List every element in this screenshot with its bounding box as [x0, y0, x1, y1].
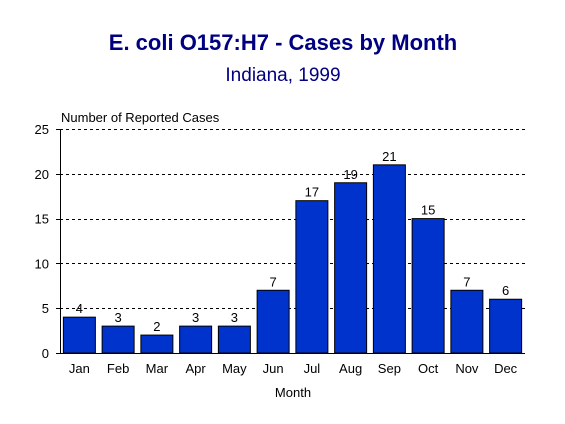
x-tick-may: May: [222, 361, 247, 376]
data-label-aug: 19: [343, 167, 357, 182]
data-label-dec: 6: [502, 283, 509, 298]
data-label-sep: 21: [382, 149, 396, 164]
x-tick-labels: Jan Feb Mar Apr May Jun Jul Aug Sep Oct Nov Dec: [69, 361, 518, 376]
data-label-oct: 15: [421, 203, 435, 218]
data-label-mar: 2: [153, 319, 160, 334]
chart-subtitle: Indiana, 1999: [225, 65, 340, 86]
data-label-may: 3: [231, 310, 238, 325]
y-tick-25: 25: [35, 122, 49, 137]
bar-feb: [101, 325, 135, 354]
y-tick-labels: 0 5 10 15 20 25: [35, 122, 49, 361]
bar-may: [217, 325, 251, 354]
y-tick-10: 10: [35, 256, 49, 271]
x-tick-apr: Apr: [186, 361, 207, 376]
x-tick-dec: Dec: [494, 361, 518, 376]
x-tick-nov: Nov: [455, 361, 479, 376]
bar-nov: [450, 289, 484, 354]
x-tick-aug: Aug: [339, 361, 362, 376]
x-axis-label: Month: [275, 385, 311, 400]
bar-jul: [295, 200, 329, 354]
bar-jan: [62, 316, 96, 354]
x-tick-sep: Sep: [378, 361, 401, 376]
bar-sep: [372, 164, 406, 354]
data-label-jan: 4: [76, 301, 83, 316]
data-labels: 4 3 2 3 3 7 17 19 21 15 7 6: [76, 149, 509, 334]
data-label-apr: 3: [192, 310, 199, 325]
x-tick-jul: Jul: [304, 361, 321, 376]
x-tick-mar: Mar: [146, 361, 169, 376]
y-tick-0: 0: [42, 346, 49, 361]
data-label-jun: 7: [270, 274, 277, 289]
bar-oct: [411, 218, 445, 354]
y-axis-label: Number of Reported Cases: [61, 110, 220, 125]
x-tick-oct: Oct: [418, 361, 439, 376]
y-tick-20: 20: [35, 167, 49, 182]
y-tick-15: 15: [35, 212, 49, 227]
axes: [56, 129, 525, 354]
chart-title: E. coli O157:H7 - Cases by Month: [109, 30, 457, 55]
x-tick-feb: Feb: [107, 361, 129, 376]
data-label-nov: 7: [463, 274, 470, 289]
data-label-feb: 3: [115, 310, 122, 325]
bar-apr: [179, 325, 213, 354]
bar-aug: [334, 182, 368, 354]
data-label-jul: 17: [305, 185, 319, 200]
bar-dec: [489, 298, 523, 354]
x-tick-jun: Jun: [263, 361, 284, 376]
bars: [62, 164, 523, 354]
bar-jun: [256, 289, 290, 354]
gridlines: [60, 129, 525, 309]
bar-mar: [140, 334, 174, 354]
x-tick-jan: Jan: [69, 361, 90, 376]
y-tick-5: 5: [42, 301, 49, 316]
